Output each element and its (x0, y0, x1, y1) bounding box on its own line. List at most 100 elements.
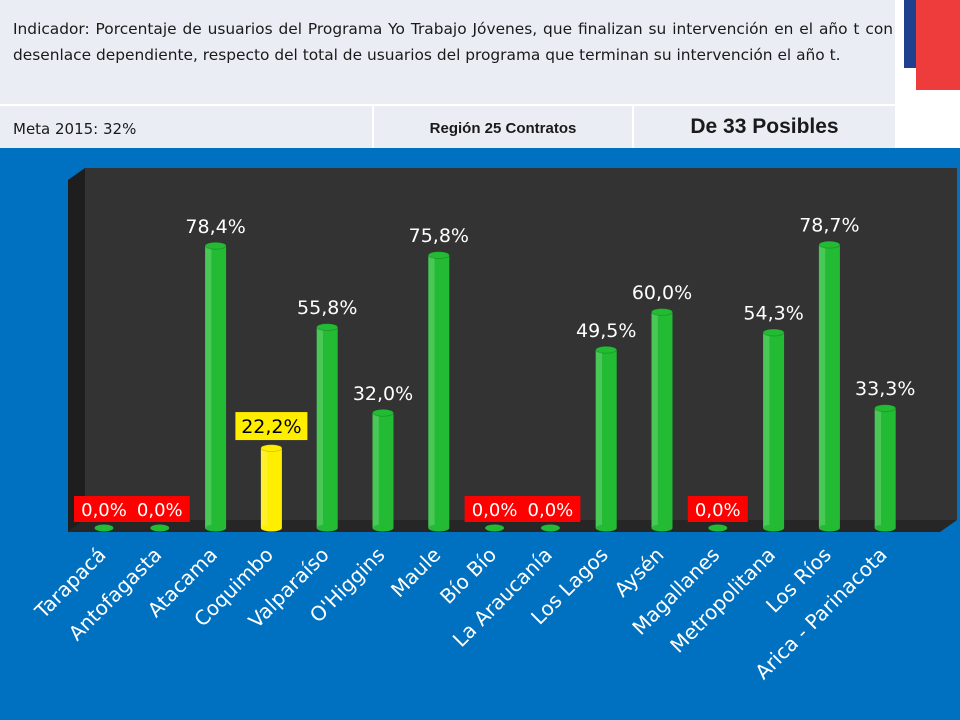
indicator-header: Indicador: Porcentaje de usuarios del Pr… (0, 0, 895, 148)
bar-base (874, 524, 896, 532)
bar-body (874, 408, 896, 528)
label-text: 55,8% (297, 297, 357, 319)
cell-divider (632, 106, 634, 148)
data-label-la-araucania: 0,0% (520, 496, 581, 522)
bar-body (372, 412, 394, 528)
bar-los-rios (818, 240, 841, 532)
label-text: 33,3% (855, 378, 915, 400)
bar-body (428, 255, 450, 528)
label-bg (235, 412, 308, 441)
bar-top (818, 240, 841, 249)
bar-top (427, 251, 450, 260)
bar-base (708, 524, 728, 532)
bar-base (205, 524, 227, 532)
data-label-los-lagos: 49,5% (576, 320, 636, 342)
bar-shine (205, 245, 212, 528)
bar-base (595, 524, 617, 532)
plot-side-wall (68, 168, 85, 532)
bar-coquimbo (260, 444, 283, 532)
bar-shine (651, 312, 658, 528)
header-divider (0, 104, 895, 106)
bar-body (260, 448, 282, 528)
bar-atacama (204, 241, 227, 532)
bar-top (762, 328, 785, 337)
label-text: 78,7% (799, 215, 859, 237)
bar-los-lagos (595, 345, 618, 532)
label-text: 0,0% (81, 500, 127, 521)
bar-body (763, 332, 785, 528)
label-text: 54,3% (743, 303, 803, 325)
bar-base (763, 524, 785, 532)
data-label-tarapaca: 0,0% (74, 496, 134, 522)
bar-base (316, 524, 338, 532)
label-bg (464, 496, 525, 522)
bar-body (818, 244, 840, 528)
label-text: 0,0% (695, 500, 741, 521)
data-label-metropolitana: 54,3% (743, 303, 803, 325)
data-label-arica-parinacota: 33,3% (855, 378, 915, 400)
data-label-aysen: 60,0% (632, 282, 692, 304)
bar-top (651, 308, 673, 316)
bar-base (150, 524, 170, 532)
label-text: 22,2% (241, 416, 301, 438)
bar-top (204, 241, 227, 250)
bar-shine (595, 349, 602, 528)
bar-base (540, 524, 560, 532)
bar-chart: 0,0% 0,0% 78,4% 22,2% 55,8% 32,0% 75,8% 0,0% 0,0… (29, 168, 957, 684)
bar-shine (316, 327, 323, 528)
bar-shine (372, 412, 379, 528)
data-label-antofagasta: 0,0% (129, 496, 190, 522)
bar-base (372, 524, 394, 532)
bar-base (818, 524, 840, 532)
label-text: 60,0% (632, 282, 692, 304)
label-text: 32,0% (353, 383, 413, 405)
data-label-o-higgins: 32,0% (353, 383, 413, 405)
meta-goal: Meta 2015: 32% (13, 120, 137, 138)
bar-base (260, 524, 282, 532)
label-text: 49,5% (576, 320, 636, 342)
bar-top (874, 404, 897, 413)
bar-la-araucania (540, 524, 560, 532)
bar-base (428, 524, 450, 532)
label-bg (74, 496, 134, 522)
bar-top (372, 408, 394, 417)
bar-antofagasta (150, 524, 170, 532)
bar-metropolitana (762, 328, 785, 532)
bar-body (316, 327, 338, 528)
data-label-bio-bio: 0,0% (464, 496, 525, 522)
data-label-coquimbo: 22,2% (235, 412, 308, 441)
bar-body (595, 349, 617, 528)
bar-maule (427, 251, 450, 532)
chile-flag-logo (898, 0, 960, 92)
bar-shine (260, 448, 268, 528)
data-label-magallanes: 0,0% (687, 496, 748, 522)
meta-row: Meta 2015: 32% Región 25 Contratos De 33… (0, 106, 895, 148)
bar-base (94, 524, 114, 532)
bar-top (595, 345, 618, 354)
possible-total: De 33 Posibles (690, 115, 839, 138)
bar-bio-bio (485, 524, 505, 532)
bar-body (205, 245, 227, 528)
bar-top (260, 444, 283, 453)
label-bg (129, 496, 190, 522)
label-bg (520, 496, 581, 522)
region-contracts: Región 25 Contratos (429, 120, 577, 137)
label-text: 0,0% (528, 500, 574, 521)
bar-valparaiso (316, 323, 339, 532)
label-text: 0,0% (472, 500, 518, 521)
bar-shine (428, 255, 435, 528)
label-text: 0,0% (137, 500, 183, 521)
indicator-text: Indicador: Porcentaje de usuarios del Pr… (13, 20, 893, 64)
data-label-valparaiso: 55,8% (297, 297, 357, 319)
bar-shine (818, 244, 826, 528)
data-label-los-rios: 78,7% (799, 215, 859, 237)
bar-arica-parinacota (874, 404, 897, 532)
bar-base (651, 524, 673, 532)
label-text: 78,4% (185, 216, 245, 238)
bar-body (651, 312, 673, 528)
data-label-atacama: 78,4% (185, 216, 245, 238)
label-text: 75,8% (409, 225, 469, 247)
bar-base (485, 524, 505, 532)
bar-aysen (651, 308, 673, 532)
bar-o-higgins (372, 408, 394, 532)
